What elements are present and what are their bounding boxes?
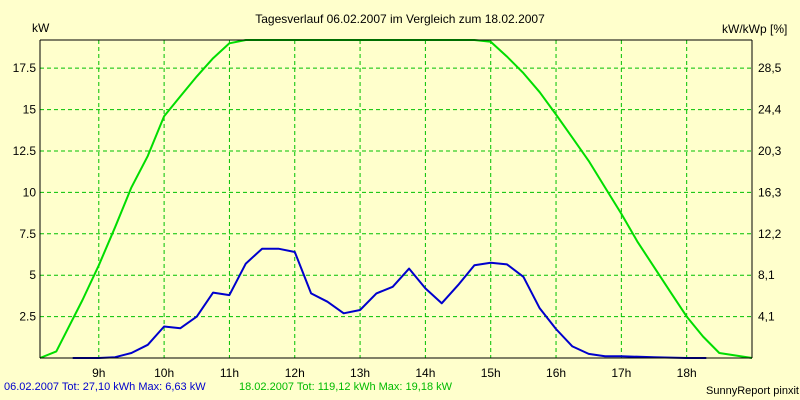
grid — [40, 40, 752, 358]
x-tick-label: 17h — [611, 366, 631, 380]
x-tick-label: 9h — [92, 366, 105, 380]
x-tick-label: 11h — [220, 366, 239, 380]
plot-background — [40, 40, 752, 358]
x-tick-label: 14h — [415, 366, 435, 380]
y-tick-label-right: 28,5 — [758, 61, 782, 75]
y-tick-label-left: 2.5 — [19, 310, 36, 324]
legend-series-1: 06.02.2007 Tot: 27,10 kWh Max: 6,63 kW — [4, 381, 206, 393]
y-tick-label-left: 5 — [29, 268, 36, 282]
chart-title: Tagesverlauf 06.02.2007 im Vergleich zum… — [255, 12, 545, 26]
y-tick-label-right: 16,3 — [758, 185, 782, 199]
y-tick-label-right: 24,4 — [758, 103, 782, 117]
series-line-1 — [72, 247, 707, 359]
x-tick-label: 12h — [285, 366, 305, 380]
y-tick-label-left: 7.5 — [19, 227, 36, 241]
x-tick-label: 13h — [350, 366, 370, 380]
x-tick-label: 16h — [546, 366, 566, 380]
y-axis-label-right: kW/kWp [%] — [722, 22, 787, 36]
y-tick-label-left: 10 — [23, 185, 37, 199]
y-axis-label-left: kW — [32, 21, 50, 35]
y-tick-label-right: 4,1 — [758, 310, 775, 324]
y-tick-label-right: 8,1 — [758, 268, 775, 282]
y-tick-label-left: 17.5 — [13, 61, 37, 75]
x-tick-label: 10h — [154, 366, 174, 380]
credit-text: SunnyReport pinxit — [706, 385, 799, 397]
x-tick-label: 15h — [481, 366, 501, 380]
y-tick-label-right: 12,2 — [758, 227, 782, 241]
y-tick-label-left: 15 — [23, 103, 37, 117]
legend-series-2: 18.02.2007 Tot: 119,12 kWh Max: 19,18 kW — [239, 381, 452, 393]
y-tick-label-left: 12.5 — [13, 144, 37, 158]
x-tick-label: 18h — [677, 366, 697, 380]
tick-labels: 9h 10h 11h 12h 13h 14h 15h 16h 17h 18h 2.5 4,1 5 8,1 7… — [13, 61, 782, 380]
y-tick-label-right: 20,3 — [758, 144, 782, 158]
